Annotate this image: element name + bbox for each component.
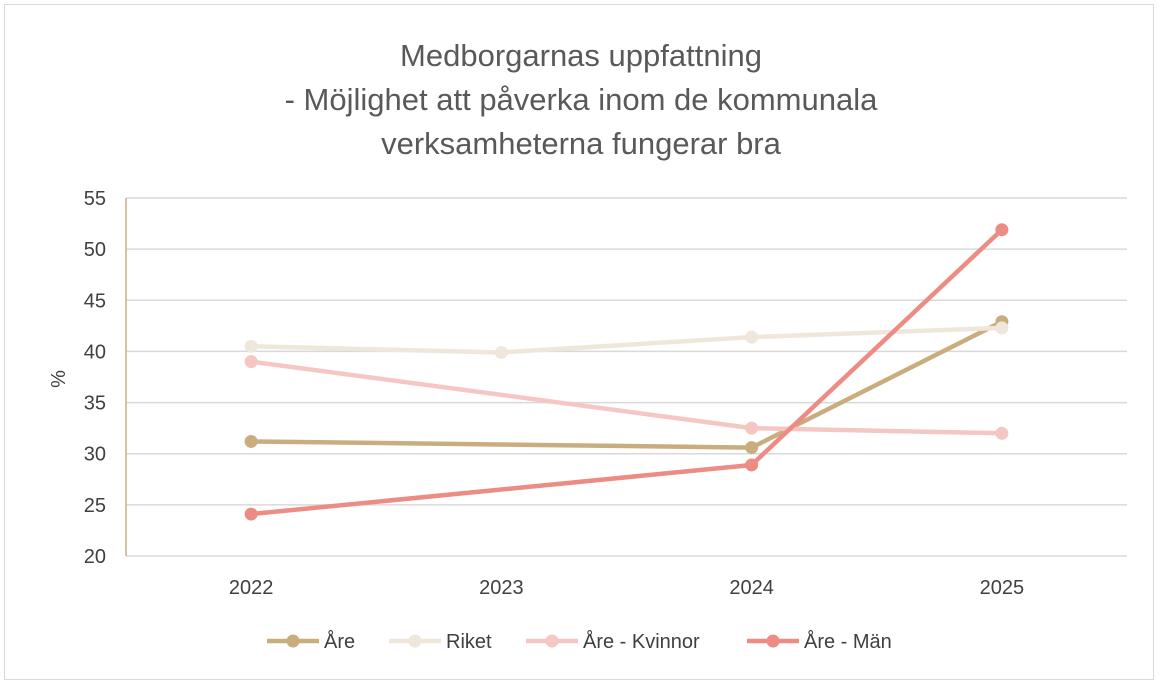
data-point — [995, 426, 1009, 440]
x-axis-ticks: 2022 2023 2024 2025 — [229, 577, 1024, 599]
data-point — [995, 321, 1009, 335]
data-point — [745, 441, 759, 455]
legend-swatch-marker — [766, 634, 780, 648]
line-chart: Medborgarnas uppfattning - Möjlighet att… — [48, 38, 1127, 653]
legend-item: Åre - Kvinnor — [526, 630, 700, 653]
data-point — [745, 421, 759, 435]
chart-title-line-3: verksamheterna fungerar bra — [381, 126, 782, 161]
series-2 — [244, 355, 1009, 440]
legend-item: Åre — [267, 630, 355, 653]
y-axis-title: % — [48, 370, 70, 388]
y-tick-label: 20 — [84, 546, 106, 568]
data-point — [995, 223, 1009, 237]
gridlines — [125, 197, 1127, 557]
legend: Åre Riket Åre - Kvinnor Åre - Män — [267, 630, 892, 653]
chart-container: Medborgarnas uppfattning - Möjlighet att… — [4, 4, 1154, 680]
legend-swatch-marker — [286, 634, 300, 648]
series-line — [248, 227, 1005, 517]
chart-title-line-1: Medborgarnas uppfattning — [400, 38, 762, 73]
data-point — [244, 434, 258, 448]
series-3 — [244, 223, 1009, 521]
y-tick-label: 40 — [84, 341, 106, 363]
data-point — [244, 339, 258, 353]
data-point — [745, 330, 759, 344]
y-tick-label: 25 — [84, 495, 106, 517]
x-tick-label: 2023 — [479, 577, 524, 599]
legend-item: Åre - Män — [747, 630, 892, 653]
chart-title: Medborgarnas uppfattning - Möjlighet att… — [285, 38, 878, 161]
y-tick-label: 30 — [84, 444, 106, 466]
data-point — [494, 345, 508, 359]
legend-label: Åre — [324, 630, 355, 653]
legend-swatch-marker — [545, 634, 559, 648]
y-tick-label: 55 — [84, 188, 106, 210]
x-tick-label: 2025 — [980, 577, 1025, 599]
series-line — [248, 325, 1005, 355]
x-tick-label: 2022 — [229, 577, 274, 599]
y-axis-ticks: 20 25 30 35 40 45 50 55 — [84, 188, 106, 568]
series-lines — [244, 223, 1009, 521]
x-tick-label: 2024 — [729, 577, 774, 599]
y-tick-label: 45 — [84, 290, 106, 312]
y-tick-label: 35 — [84, 393, 106, 415]
series-1 — [244, 321, 1009, 359]
chart-title-line-2: - Möjlighet att påverka inom de kommunal… — [285, 82, 878, 117]
series-line — [248, 359, 1005, 436]
legend-label: Riket — [446, 631, 492, 653]
data-point — [745, 458, 759, 472]
y-tick-label: 50 — [84, 239, 106, 261]
legend-label: Åre - Män — [804, 630, 892, 653]
data-point — [244, 507, 258, 521]
legend-label: Åre - Kvinnor — [583, 630, 700, 653]
data-point — [244, 355, 258, 369]
legend-swatch-marker — [408, 634, 422, 648]
legend-item: Riket — [389, 631, 492, 653]
